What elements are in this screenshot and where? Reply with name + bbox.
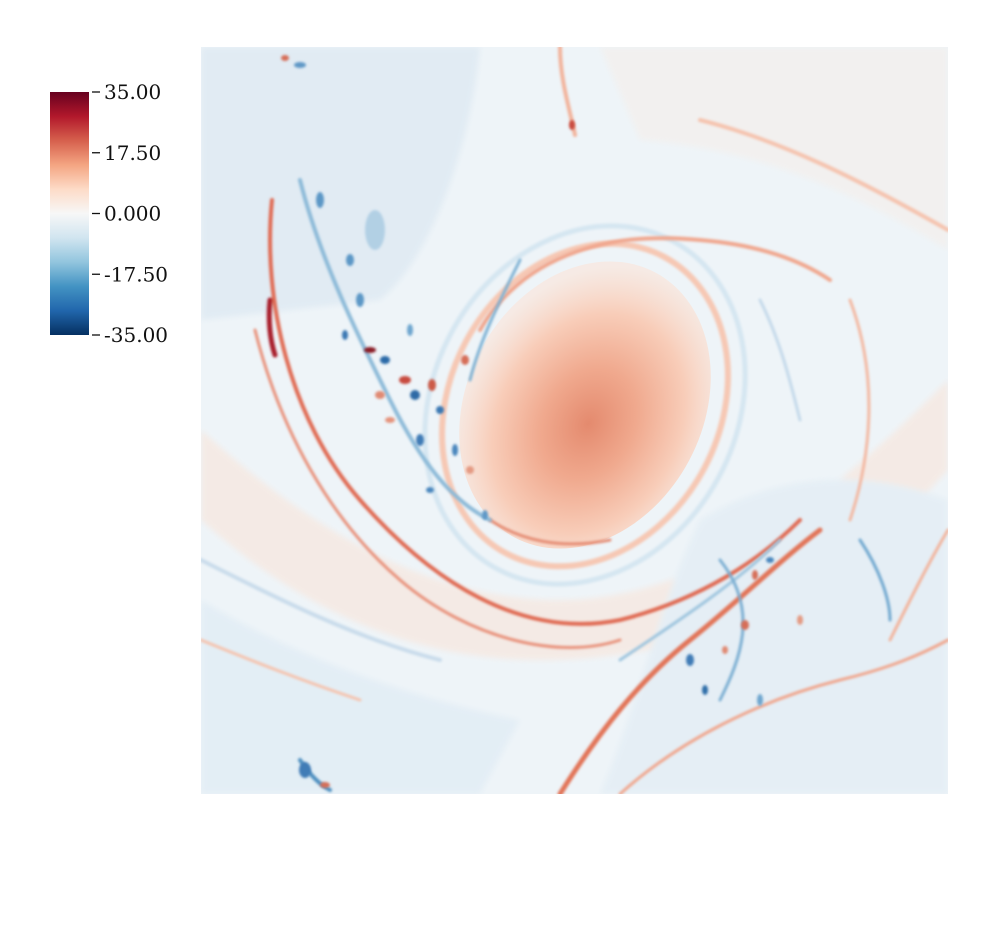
background-swathes xyxy=(201,47,948,794)
colorbar-gradient xyxy=(50,92,89,335)
vortex-rings xyxy=(422,223,748,587)
colorbar-tick-label: 17.50 xyxy=(104,141,161,165)
central-vortex xyxy=(459,261,711,549)
turbulent-speckles-upper-left xyxy=(281,55,575,520)
colorbar-tick-label: -17.50 xyxy=(104,262,168,286)
colorbar-tick-label: -35.00 xyxy=(104,323,168,347)
filaments-positive xyxy=(201,47,948,794)
turbulent-speckles-lower-right xyxy=(299,557,803,788)
filaments-negative xyxy=(201,178,892,792)
colorbar-tick-label: 0.000 xyxy=(104,202,161,226)
colorbar: 35.00 17.50 0.000 -17.50 -35.00 xyxy=(50,80,168,347)
colorbar-tick-label: 35.00 xyxy=(104,80,161,104)
colorbar-ticks: 35.00 17.50 0.000 -17.50 -35.00 xyxy=(92,80,168,347)
heatmap-field xyxy=(201,47,948,794)
